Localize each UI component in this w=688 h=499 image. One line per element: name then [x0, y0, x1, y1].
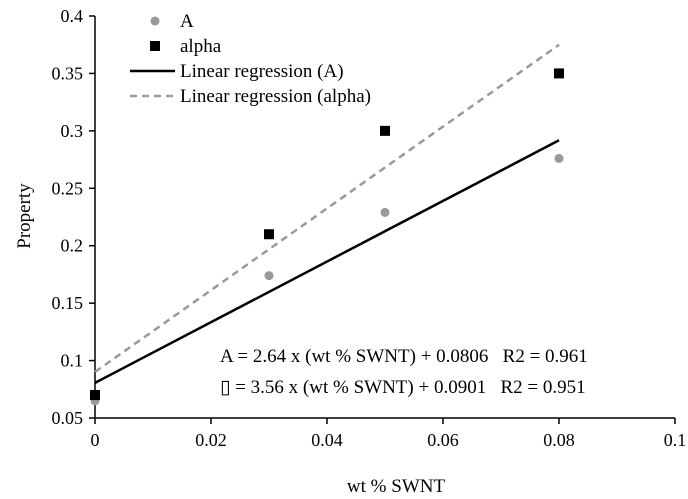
- y-tick-label: 0.05: [52, 408, 84, 428]
- y-tick-label: 0.3: [61, 121, 84, 141]
- regression-line-alpha: [94, 43, 560, 373]
- legend-label: alpha: [180, 36, 222, 57]
- x-tick-label: 0.04: [311, 430, 343, 450]
- regression-equation-a: A = 2.64 x (wt % SWNT) + 0.0806 R2 = 0.9…: [220, 346, 588, 367]
- legend-label: Linear regression (alpha): [180, 86, 371, 107]
- y-tick-label: 0.25: [52, 178, 84, 198]
- legend-marker-a: [150, 16, 160, 26]
- data-point-a: [264, 271, 274, 281]
- y-tick-label: 0.4: [61, 6, 84, 26]
- data-point-a: [380, 207, 390, 217]
- y-ticks: 0.05 0.1 0.15 0.2 0.25 0.3 0.35 0.4: [52, 6, 95, 428]
- data-point-alpha: [554, 68, 564, 79]
- x-tick-label: 0.08: [543, 430, 575, 450]
- legend-marker-alpha: [150, 41, 160, 51]
- x-axis-title: wt % SWNT: [347, 476, 446, 497]
- axes: [94, 16, 675, 419]
- regression-lines: [94, 43, 560, 384]
- data-point-alpha: [264, 229, 274, 240]
- regression-equation-alpha: ▯ = 3.56 x (wt % SWNT) + 0.0901 R2 = 0.9…: [220, 377, 586, 398]
- y-tick-label: 0.1: [61, 351, 84, 371]
- regression-line-a: [94, 139, 560, 384]
- y-tick-label: 0.2: [61, 236, 84, 256]
- y-tick-label: 0.15: [52, 293, 84, 313]
- y-tick-label: 0.35: [52, 63, 84, 83]
- y-axis-title: Property: [14, 183, 35, 249]
- data-point-a: [554, 153, 564, 163]
- data-point-alpha: [90, 390, 100, 401]
- legend-label: Linear regression (A): [180, 61, 344, 82]
- x-tick-label: 0.02: [195, 430, 227, 450]
- x-tick-label: 0.06: [427, 430, 459, 450]
- data-point-alpha: [380, 125, 390, 136]
- legend-label: A: [180, 11, 194, 32]
- data-points: [90, 68, 564, 406]
- x-ticks: 0 0.02 0.04 0.06 0.08 0.1: [91, 418, 687, 450]
- x-tick-label: 0: [91, 430, 100, 450]
- x-tick-label: 0.1: [664, 430, 687, 450]
